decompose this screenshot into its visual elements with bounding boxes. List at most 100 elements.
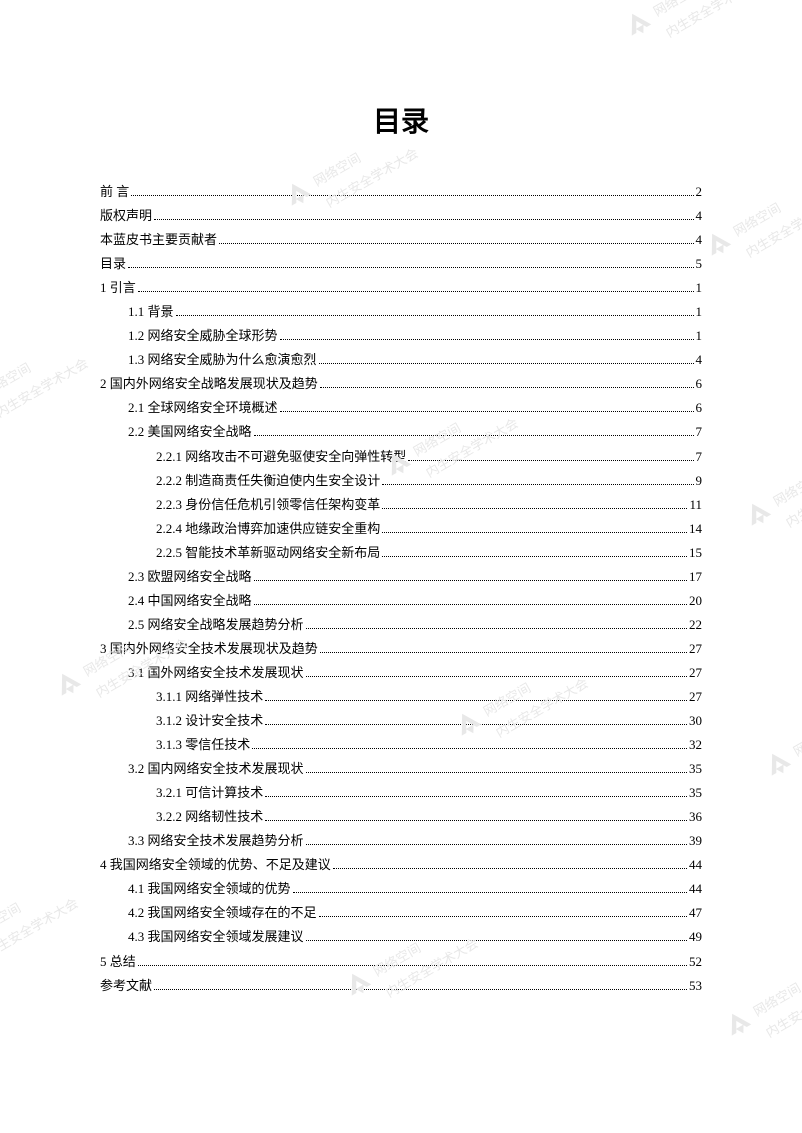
toc-entry-label: 4 我国网络安全领域的优势、不足及建议 — [100, 853, 331, 877]
watermark-item: 网络空间内生安全学术大会 — [737, 438, 802, 549]
toc-entry: 1.3 网络安全威胁为什么愈演愈烈4 — [100, 348, 702, 372]
toc-entry: 2.2.4 地缘政治博弈加速供应链安全重构14 — [100, 517, 702, 541]
toc-entry-label: 2.5 网络安全战略发展趋势分析 — [128, 613, 304, 637]
toc-entry: 1 引言1 — [100, 276, 702, 300]
watermark-item: 网络空间内生安全学术大会 — [617, 0, 761, 60]
toc-entry: 2.2.3 身份信任危机引领零信任架构变革11 — [100, 493, 702, 517]
toc-entry-page: 36 — [689, 805, 702, 829]
toc-dots — [154, 219, 693, 220]
toc-entry: 前 言 2 — [100, 180, 702, 204]
toc-entry-page: 35 — [689, 757, 702, 781]
toc-entry-page: 6 — [696, 396, 703, 420]
toc-entry: 目录 5 — [100, 252, 702, 276]
toc-entry-page: 52 — [689, 950, 702, 974]
toc-dots — [306, 676, 687, 677]
toc-entry: 5 总结52 — [100, 950, 702, 974]
toc-entry: 参考文献53 — [100, 974, 702, 998]
toc-entry-label: 3.2 国内网络安全技术发展现状 — [128, 757, 304, 781]
toc-entry-page: 7 — [696, 420, 703, 444]
toc-dots — [219, 243, 693, 244]
toc-entry-page: 27 — [689, 661, 702, 685]
toc-entry: 4.1 我国网络安全领域的优势44 — [100, 877, 702, 901]
watermark-item: 网络空间内生安全学术大会 — [717, 948, 802, 1059]
toc-dots — [306, 844, 687, 845]
toc-entry-page: 17 — [689, 565, 702, 589]
toc-entry: 2.1 全球网络安全环境概述 6 — [100, 396, 702, 420]
toc-entry-label: 3.1.1 网络弹性技术 — [156, 685, 263, 709]
toc-dots — [254, 580, 687, 581]
toc-entry-page: 1 — [696, 324, 703, 348]
toc-title: 目录 — [100, 100, 702, 140]
toc-dots — [265, 820, 687, 821]
toc-entry-page: 1 — [696, 300, 703, 324]
toc-dots — [408, 460, 693, 461]
toc-dots — [280, 411, 694, 412]
toc-entry-label: 2.4 中国网络安全战略 — [128, 589, 252, 613]
toc-list: 前 言2版权声明4本蓝皮书主要贡献者4目录51 引言11.1 背景11.2 网络… — [100, 180, 702, 998]
toc-entry-page: 11 — [689, 493, 702, 517]
toc-dots — [306, 772, 687, 773]
toc-entry-page: 39 — [689, 829, 702, 853]
toc-entry: 1.1 背景 1 — [100, 300, 702, 324]
toc-entry: 2.2.2 制造商责任失衡迫使内生安全设计9 — [100, 469, 702, 493]
toc-dots — [319, 916, 687, 917]
toc-entry: 2 国内外网络安全战略发展现状及趋势 6 — [100, 372, 702, 396]
toc-entry: 3 国内外网络安全技术发展现状及趋势 27 — [100, 637, 702, 661]
toc-entry-page: 15 — [689, 541, 702, 565]
toc-entry-page: 5 — [696, 252, 703, 276]
toc-entry-label: 3.1.2 设计安全技术 — [156, 709, 263, 733]
toc-entry-page: 44 — [689, 853, 702, 877]
toc-entry-label: 2.2.4 地缘政治博弈加速供应链安全重构 — [156, 517, 380, 541]
toc-dots — [128, 267, 693, 268]
toc-entry-page: 27 — [689, 637, 702, 661]
toc-entry-label: 2.2.2 制造商责任失衡迫使内生安全设计 — [156, 469, 380, 493]
toc-entry-label: 3.1 国外网络安全技术发展现状 — [128, 661, 304, 685]
toc-entry-label: 4.3 我国网络安全领域发展建议 — [128, 925, 304, 949]
toc-entry-label: 3.1.3 零信任技术 — [156, 733, 250, 757]
toc-entry-page: 2 — [696, 180, 703, 204]
toc-dots — [176, 315, 694, 316]
toc-entry-page: 22 — [689, 613, 702, 637]
toc-entry: 版权声明 4 — [100, 204, 702, 228]
toc-dots — [382, 556, 687, 557]
toc-entry-page: 7 — [696, 445, 703, 469]
toc-entry-label: 2.1 全球网络安全环境概述 — [128, 396, 278, 420]
toc-entry: 2.2 美国网络安全战略 7 — [100, 420, 702, 444]
toc-entry-label: 目录 — [100, 252, 126, 276]
toc-entry: 3.3 网络安全技术发展趋势分析39 — [100, 829, 702, 853]
toc-entry: 4.2 我国网络安全领域存在的不足47 — [100, 901, 702, 925]
toc-entry-label: 2.2 美国网络安全战略 — [128, 420, 252, 444]
toc-entry-label: 2.2.5 智能技术革新驱动网络安全新布局 — [156, 541, 380, 565]
watermark-item: 网络空间内生安全学术大会 — [0, 868, 82, 979]
toc-entry: 2.2.1 网络攻击不可避免驱使安全向弹性转型7 — [100, 445, 702, 469]
toc-dots — [293, 892, 687, 893]
toc-entry: 2.2.5 智能技术革新驱动网络安全新布局 15 — [100, 541, 702, 565]
toc-entry-label: 1.1 背景 — [128, 300, 174, 324]
toc-entry-label: 参考文献 — [100, 974, 152, 998]
toc-entry: 4 我国网络安全领域的优势、不足及建议 44 — [100, 853, 702, 877]
watermark-item: 网络空间内生安全学术大会 — [0, 328, 92, 439]
toc-dots — [382, 484, 693, 485]
toc-entry: 2.5 网络安全战略发展趋势分析 22 — [100, 613, 702, 637]
toc-entry-label: 2.3 欧盟网络安全战略 — [128, 565, 252, 589]
toc-dots — [131, 195, 693, 196]
toc-entry: 3.2.2 网络韧性技术 36 — [100, 805, 702, 829]
toc-entry-label: 2 国内外网络安全战略发展现状及趋势 — [100, 372, 318, 396]
toc-dots — [333, 868, 687, 869]
toc-entry: 4.3 我国网络安全领域发展建议49 — [100, 925, 702, 949]
toc-entry-label: 3.2.2 网络韧性技术 — [156, 805, 263, 829]
toc-entry-label: 版权声明 — [100, 204, 152, 228]
toc-entry-label: 4.1 我国网络安全领域的优势 — [128, 877, 291, 901]
toc-entry-label: 前 言 — [100, 180, 129, 204]
toc-entry: 3.2 国内网络安全技术发展现状 35 — [100, 757, 702, 781]
toc-dots — [320, 652, 687, 653]
toc-entry-page: 4 — [696, 204, 703, 228]
toc-entry: 3.1 国外网络安全技术发展现状 27 — [100, 661, 702, 685]
toc-entry-page: 6 — [696, 372, 703, 396]
toc-entry: 1.2 网络安全威胁全球形势1 — [100, 324, 702, 348]
toc-dots — [320, 387, 694, 388]
toc-entry-page: 1 — [696, 276, 703, 300]
toc-entry-label: 3 国内外网络安全技术发展现状及趋势 — [100, 637, 318, 661]
toc-entry-label: 本蓝皮书主要贡献者 — [100, 228, 217, 252]
toc-entry-page: 4 — [696, 228, 703, 252]
